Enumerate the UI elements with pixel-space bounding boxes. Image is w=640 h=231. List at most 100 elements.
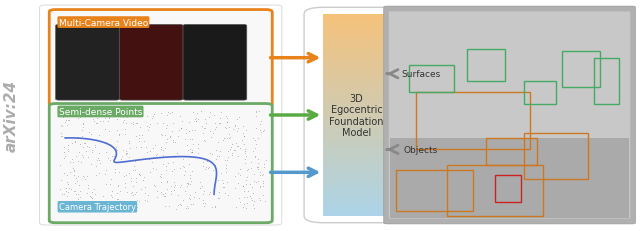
Point [236,168,246,172]
Point [252,165,262,169]
Point [169,186,179,189]
Point [109,170,120,174]
Point [204,166,214,170]
Point [136,187,147,191]
Point [111,146,122,150]
Bar [323,125,390,128]
Point [83,156,93,159]
Bar [323,47,390,49]
Point [106,110,116,114]
Point [193,146,203,150]
Point [125,146,136,150]
Point [240,148,250,151]
Point [63,147,74,151]
Point [187,148,197,152]
Point [163,180,173,184]
Point [161,141,172,144]
Bar [323,111,390,113]
Point [76,134,86,138]
Point [55,199,65,203]
Point [126,179,136,183]
Bar [323,15,390,17]
Bar [397,170,473,211]
Point [162,187,172,191]
Point [245,182,255,186]
Point [110,110,120,114]
Point [124,205,134,209]
Point [184,163,195,167]
Point [67,157,77,161]
Point [199,205,209,208]
Point [211,155,221,158]
Point [161,138,172,141]
Point [87,190,97,194]
Point [118,121,128,124]
Point [85,195,95,198]
Point [89,187,99,191]
Point [218,139,228,143]
Point [177,165,188,169]
Point [120,185,130,189]
Point [127,190,137,194]
Point [114,134,124,137]
Point [113,198,124,201]
Point [230,124,240,127]
Point [207,205,217,209]
Point [69,170,79,173]
Point [233,171,243,175]
Bar [323,189,390,192]
Point [258,179,268,183]
Point [77,156,88,159]
Point [204,116,214,119]
Point [121,153,131,156]
Bar [323,147,390,150]
Bar [323,101,390,103]
Point [213,140,223,144]
Point [255,170,265,174]
Point [258,181,268,185]
Point [202,159,212,163]
Point [142,150,152,154]
Bar [323,29,390,31]
Point [186,150,196,154]
Point [176,183,186,187]
Point [172,207,182,210]
Point [250,154,260,158]
Text: Objects: Objects [404,145,438,154]
Point [143,126,154,130]
Point [239,150,250,153]
Bar [323,141,390,144]
Point [199,189,209,193]
Bar [323,183,390,186]
Point [148,166,158,170]
Point [250,115,260,118]
Point [58,115,68,119]
Bar [323,161,390,164]
Point [161,124,172,128]
Point [258,194,268,197]
Point [131,205,141,209]
Point [172,152,182,155]
FancyBboxPatch shape [119,25,183,101]
Point [151,153,161,157]
Point [231,205,241,209]
Bar [323,211,390,214]
Point [72,159,83,163]
Point [72,116,83,120]
Point [255,131,266,134]
Point [68,161,78,164]
Point [166,192,176,196]
Point [221,181,232,184]
Point [217,178,227,182]
Point [233,144,243,148]
Point [157,192,168,196]
Point [198,198,208,202]
Bar [323,37,390,39]
Point [135,173,145,177]
Point [222,158,232,162]
Point [90,164,100,168]
Point [248,179,259,182]
Bar [323,159,390,162]
Point [87,151,97,154]
Bar [323,71,390,73]
